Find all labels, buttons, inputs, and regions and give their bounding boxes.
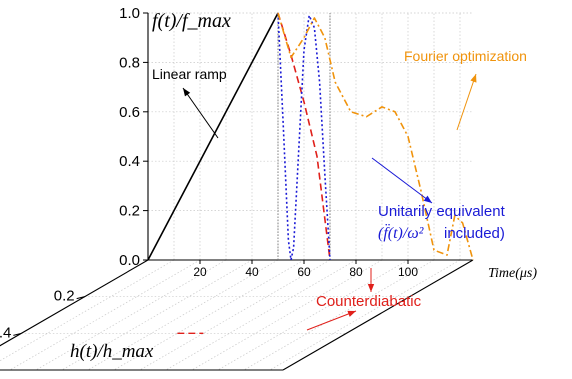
annotations: Linear ramp Fourier optimization Unitarily… [152, 48, 527, 331]
arrow-counterdiabatic-curve-head [367, 284, 375, 292]
floor-grid-line [0, 259, 175, 362]
depth-tick [13, 332, 22, 336]
series-lines [147, 12, 474, 335]
arrow-unitary [371, 157, 433, 204]
annotation-counterdiabatic: Counterdiabatic [316, 293, 422, 310]
x-tick-label: 60 [297, 265, 311, 279]
floor-grid-line [9, 259, 201, 371]
floor-grid-line [87, 259, 279, 371]
x-tick-label: 100 [398, 265, 418, 279]
y-tick-label: 0.8 [119, 54, 140, 71]
annotation-unitary-included: included) [444, 225, 505, 242]
x-tick-label: 80 [349, 265, 363, 279]
arrow-unitary-head [423, 195, 432, 203]
floor-grid [0, 259, 461, 371]
floor-grid-line [243, 259, 435, 371]
depth-axis-line [0, 259, 149, 347]
depth-axis-label: h(t)/h_max [70, 341, 154, 362]
y-tick-label: 0.2 [119, 203, 140, 220]
annotation-unitary-math: (f̈(t)/ω² [378, 224, 425, 242]
arrow-linear-ramp [182, 87, 219, 139]
y-tick-label: 0.4 [119, 153, 140, 170]
floor-grid-line [269, 259, 461, 371]
floor-grid-line [217, 259, 409, 371]
annotation-unitarily-equivalent: Unitarily equivalent [378, 203, 506, 220]
series-fourier-optimization [277, 12, 474, 261]
series-linear-ramp [147, 12, 279, 261]
x-tick-label: 40 [245, 265, 259, 279]
series-counterdiabatic [277, 12, 331, 261]
y-tick-label: 0.6 [119, 104, 140, 121]
x-tick-label: 20 [193, 265, 207, 279]
arrow-linear-ramp-head [183, 88, 191, 97]
y-tick-label: 1.0 [119, 5, 140, 22]
floor-grid-line [61, 259, 253, 371]
floor-grid-line [165, 259, 357, 371]
x-axis-label: Time(μs) [488, 266, 537, 281]
axis-labels: f(t)/f_max Time(μs) h(t)/h_max [70, 10, 537, 362]
arrow-counterdiabatic-depth [306, 310, 357, 331]
arrow-fourier [456, 73, 477, 131]
arrow-counterdiabatic-depth-head [347, 310, 356, 317]
floor-grid-line [113, 259, 305, 371]
floor-grid-line [35, 259, 227, 371]
floor-right-edge [282, 259, 474, 371]
depth-tick-label: 0.2 [54, 288, 75, 305]
arrow-fourier-head [470, 74, 477, 83]
floor-grid-line [139, 259, 331, 371]
depth-tick [76, 296, 85, 300]
depth-tick-label: 0.4 [0, 324, 11, 341]
y-axis-label: f(t)/f_max [152, 10, 231, 32]
y-tick-label: 0.0 [119, 252, 140, 269]
reference-lines [277, 13, 331, 260]
axes [0, 13, 474, 371]
floor-grid-line [191, 259, 383, 371]
annotation-linear-ramp: Linear ramp [152, 66, 227, 82]
series-unitarily-equivalent [277, 12, 331, 261]
annotation-fourier-optimization: Fourier optimization [404, 48, 527, 64]
